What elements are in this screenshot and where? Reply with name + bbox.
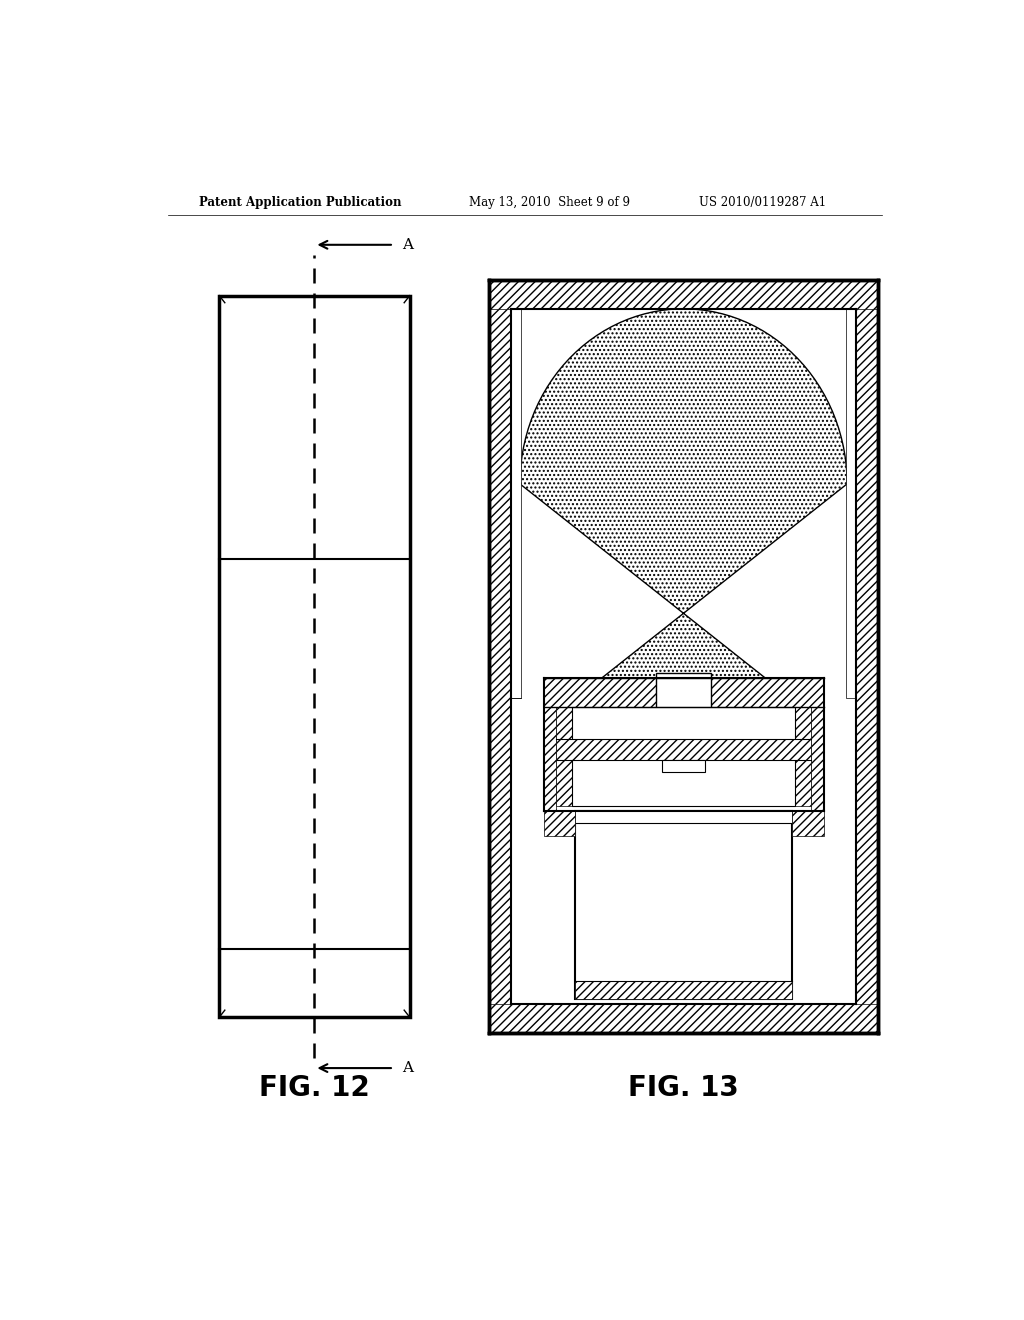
Bar (811, 678, 823, 810)
Text: Patent Application Publication: Patent Application Publication (200, 195, 402, 209)
Text: A: A (401, 1061, 413, 1074)
Bar (511, 309, 521, 698)
Bar (846, 309, 856, 698)
Text: FIG. 13: FIG. 13 (628, 1074, 739, 1102)
Bar (489, 280, 511, 1032)
Bar (574, 981, 793, 999)
Bar (793, 810, 823, 836)
Bar (856, 280, 878, 1032)
Bar (544, 678, 823, 708)
Polygon shape (520, 309, 847, 698)
Bar (544, 810, 574, 836)
Bar (556, 739, 811, 760)
Text: May 13, 2010  Sheet 9 of 9: May 13, 2010 Sheet 9 of 9 (469, 195, 630, 209)
Bar (574, 810, 793, 822)
Text: US 2010/0119287 A1: US 2010/0119287 A1 (699, 195, 826, 209)
Bar (556, 708, 572, 805)
Bar (489, 280, 878, 309)
Bar (544, 678, 556, 810)
Bar (219, 296, 410, 1018)
Bar (656, 673, 711, 718)
Bar (572, 708, 795, 805)
Text: FIG. 12: FIG. 12 (259, 1074, 370, 1102)
Bar (795, 708, 811, 805)
Bar (574, 810, 793, 999)
Text: A: A (401, 238, 413, 252)
Bar (662, 760, 706, 772)
Bar (489, 1005, 878, 1032)
